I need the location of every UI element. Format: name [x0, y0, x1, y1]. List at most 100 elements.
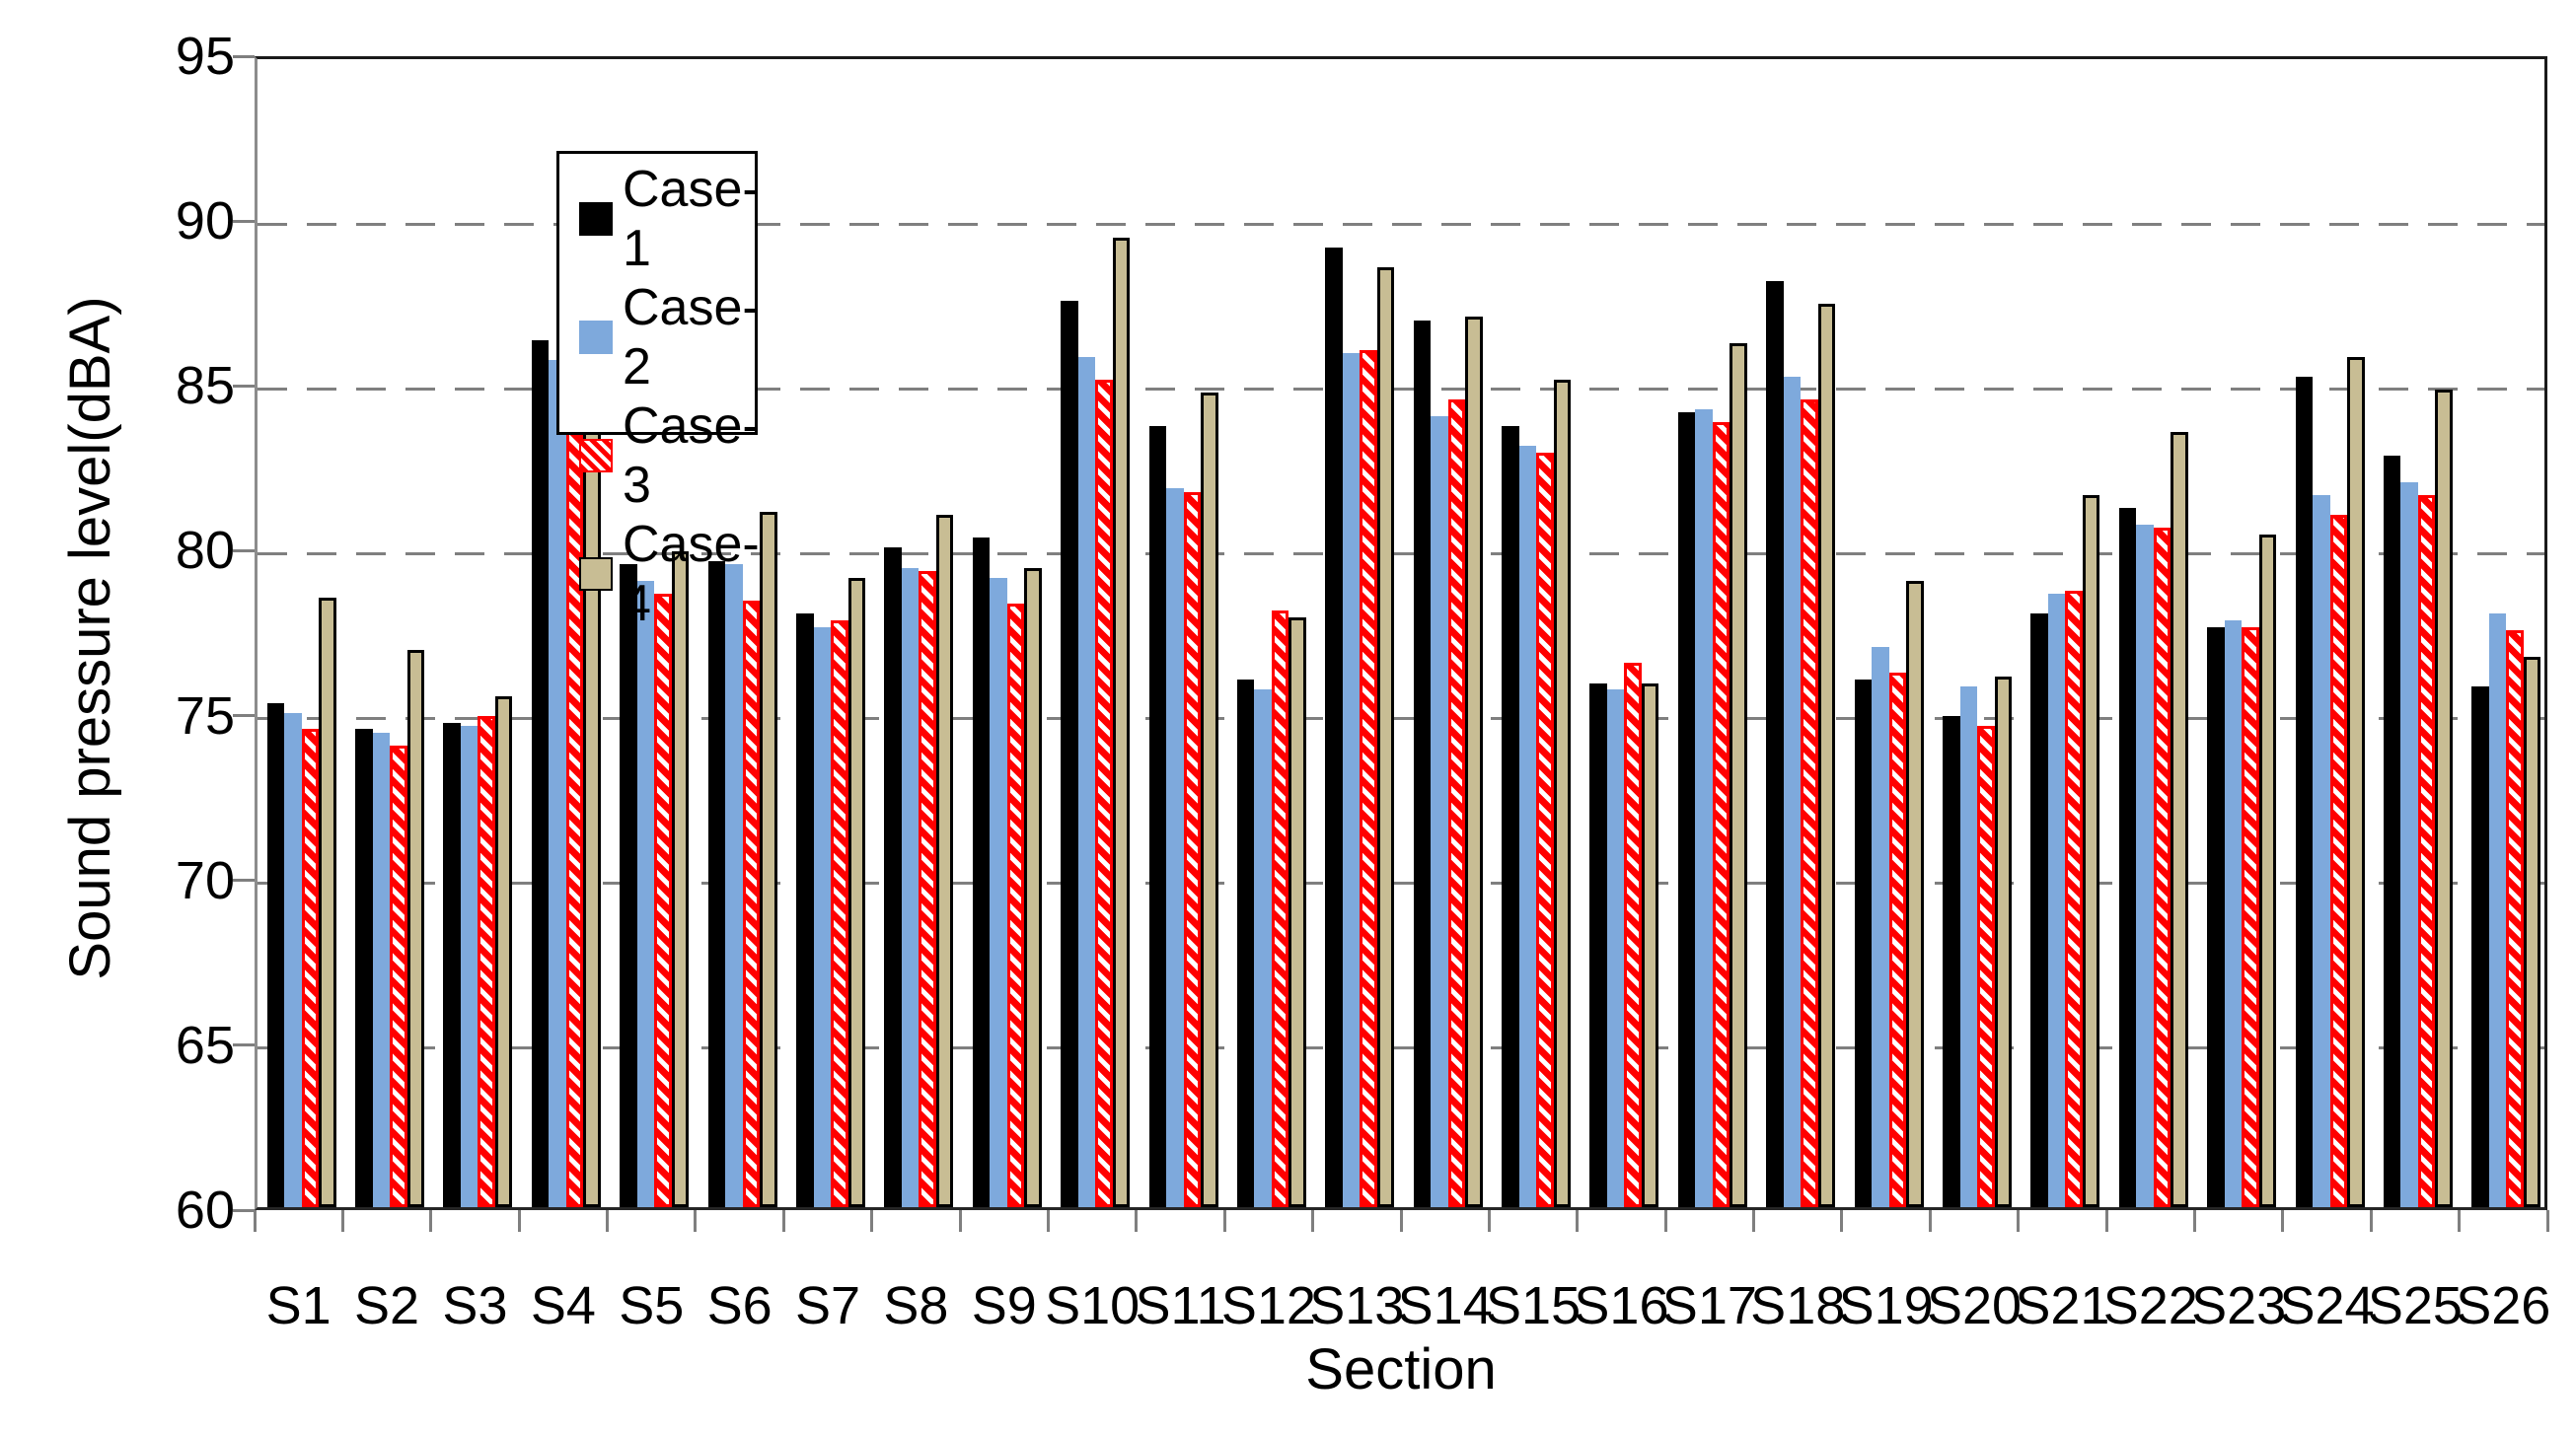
- bar-S15-case-3: [1536, 452, 1554, 1207]
- bar-S13-case-1: [1325, 248, 1343, 1207]
- bar-S26-case-1: [2471, 685, 2489, 1207]
- x-category-label-S23: S23: [2191, 1276, 2287, 1335]
- y-tick-label-75: 75: [175, 685, 235, 746]
- bar-S6-case-3: [742, 600, 761, 1207]
- bar-S12-case-2: [1254, 689, 1272, 1207]
- bar-S16-case-3: [1624, 663, 1642, 1207]
- x-tick-mark-14: [1487, 1210, 1491, 1232]
- bar-S2-case-4: [406, 650, 425, 1207]
- y-tick-mark-85: [233, 384, 255, 388]
- bar-S21-case-1: [2030, 613, 2048, 1207]
- x-tick-mark-25: [2458, 1210, 2462, 1232]
- x-category-label-S26: S26: [2456, 1276, 2551, 1335]
- bar-S26-case-4: [2523, 656, 2541, 1207]
- legend-item-case-2: Case-2: [559, 278, 760, 396]
- y-tick-label-95: 95: [175, 27, 235, 86]
- x-category-label-S22: S22: [2102, 1276, 2198, 1335]
- legend-marker-case-1-icon: [579, 202, 613, 236]
- y-tick-mark-60: [233, 1208, 255, 1212]
- bar-S15-case-2: [1518, 445, 1537, 1207]
- bar-S10-case-1: [1061, 300, 1078, 1207]
- bar-S21-case-3: [2065, 590, 2083, 1207]
- x-tick-mark-6: [781, 1210, 785, 1232]
- x-tick-mark-26: [2545, 1210, 2549, 1232]
- bar-S11-case-2: [1166, 488, 1184, 1207]
- bar-S20-case-2: [1959, 685, 1977, 1207]
- x-tick-mark-3: [517, 1210, 521, 1232]
- x-category-label-S17: S17: [1661, 1276, 1757, 1335]
- legend-label: Case-2: [623, 279, 760, 395]
- x-tick-mark-15: [1576, 1210, 1580, 1232]
- x-category-label-S7: S7: [794, 1276, 861, 1335]
- bar-S21-case-2: [2047, 594, 2066, 1207]
- x-category-label-S25: S25: [2367, 1276, 2463, 1335]
- bar-S13-case-3: [1360, 349, 1377, 1207]
- bar-S20-case-3: [1977, 725, 1995, 1207]
- bar-S13-case-2: [1342, 353, 1361, 1207]
- bar-S1-case-2: [284, 712, 302, 1207]
- x-tick-mark-19: [1928, 1210, 1932, 1232]
- legend: Case-1 Case-2 Case-3 Case-4: [556, 151, 760, 632]
- bar-S6-case-1: [707, 560, 726, 1207]
- x-tick-mark-16: [1663, 1210, 1667, 1232]
- bar-S3-case-2: [460, 725, 478, 1207]
- bar-S19-case-2: [1872, 646, 1889, 1207]
- bar-S5-case-1: [620, 564, 637, 1207]
- bar-S24-case-2: [2313, 494, 2330, 1207]
- bar-S14-case-4: [1465, 317, 1483, 1207]
- x-category-label-S5: S5: [619, 1276, 685, 1335]
- bar-S26-case-3: [2506, 630, 2524, 1207]
- x-tick-mark-4: [606, 1210, 610, 1232]
- x-category-label-S2: S2: [354, 1276, 420, 1335]
- bar-S11-case-4: [1201, 393, 1218, 1207]
- bar-S1-case-3: [301, 729, 320, 1207]
- bar-S19-case-1: [1854, 680, 1873, 1207]
- x-category-label-S8: S8: [883, 1276, 949, 1335]
- bar-S24-case-1: [2295, 376, 2314, 1207]
- bar-S14-case-3: [1447, 399, 1466, 1207]
- bar-S10-case-2: [1077, 356, 1096, 1207]
- x-tick-mark-21: [2104, 1210, 2108, 1232]
- y-tick-label-90: 90: [175, 191, 235, 251]
- bar-S8-case-1: [884, 547, 902, 1207]
- x-tick-mark-1: [340, 1210, 344, 1232]
- y-tick-mark-80: [233, 548, 255, 552]
- bar-S5-case-3: [654, 594, 672, 1207]
- gridline-85: [258, 387, 2544, 391]
- gridline-80: [258, 551, 2544, 555]
- bar-S8-case-4: [935, 515, 954, 1207]
- bar-S9-case-3: [1006, 604, 1025, 1207]
- x-category-label-S6: S6: [706, 1276, 773, 1335]
- bar-S22-case-3: [2153, 528, 2171, 1207]
- x-tick-mark-7: [870, 1210, 874, 1232]
- y-tick-label-85: 85: [175, 356, 235, 416]
- bar-S17-case-1: [1677, 412, 1696, 1207]
- x-tick-mark-8: [958, 1210, 962, 1232]
- bar-S18-case-2: [1783, 376, 1802, 1207]
- bar-S20-case-4: [1994, 676, 2012, 1207]
- bar-S18-case-3: [1801, 399, 1818, 1207]
- y-tick-label-60: 60: [175, 1181, 235, 1240]
- legend-marker-case-4-icon: [579, 557, 613, 591]
- bar-S12-case-1: [1236, 680, 1255, 1207]
- plot-area: Case-1 Case-2 Case-3 Case-4: [255, 56, 2547, 1210]
- x-tick-mark-13: [1399, 1210, 1403, 1232]
- x-tick-mark-18: [1840, 1210, 1844, 1232]
- bar-S7-case-4: [847, 577, 865, 1207]
- bar-S23-case-4: [2258, 535, 2277, 1207]
- y-tick-label-80: 80: [175, 521, 235, 581]
- bar-S4-case-1: [531, 339, 550, 1207]
- bar-S5-case-4: [671, 550, 690, 1207]
- bar-S23-case-2: [2224, 619, 2243, 1207]
- bar-S12-case-4: [1288, 616, 1306, 1207]
- legend-label: Case-3: [623, 397, 760, 514]
- x-tick-mark-24: [2369, 1210, 2373, 1232]
- bar-S7-case-2: [813, 626, 831, 1207]
- bar-S7-case-1: [796, 613, 814, 1207]
- x-axis-title: Section: [1305, 1337, 1497, 1401]
- bar-S26-case-2: [2488, 613, 2507, 1207]
- gridline-90: [258, 222, 2544, 226]
- bar-S22-case-4: [2171, 432, 2188, 1207]
- x-category-label-S14: S14: [1397, 1276, 1493, 1335]
